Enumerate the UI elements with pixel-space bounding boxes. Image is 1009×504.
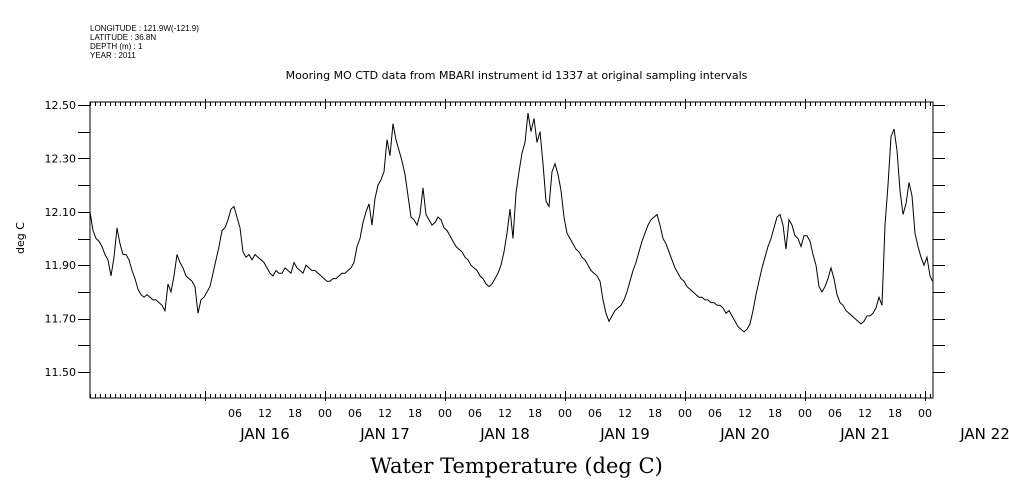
y-tick-label: 12.30: [45, 152, 77, 165]
x-tick-label: 12: [498, 407, 512, 420]
x-tick-label: 18: [288, 407, 302, 420]
series-line-water-temperature: [89, 112, 933, 333]
x-tick-label: 06: [468, 407, 482, 420]
y-tick-label: 11.70: [45, 313, 77, 326]
x-day-label: JAN 18: [479, 425, 530, 443]
x-day-label: JAN 16: [239, 425, 290, 443]
metadata-longitude: LONGITUDE : 121.9W(-121.9): [90, 24, 199, 33]
metadata-year: YEAR : 2011: [90, 51, 136, 60]
x-tick-label: 06: [228, 407, 242, 420]
x-tick-label: 18: [528, 407, 542, 420]
x-tick-label: 18: [768, 407, 782, 420]
x-day-label: JAN 20: [719, 425, 770, 443]
x-tick-label: 12: [258, 407, 272, 420]
y-tick-label: 12.10: [45, 206, 77, 219]
plot-frame: [89, 101, 934, 399]
y-tick-labels: 11.50 11.70 11.90 12.10 12.30 12.50: [45, 99, 77, 379]
metadata-depth: DEPTH (m) : 1: [90, 42, 143, 51]
x-axis-label: Water Temperature (deg C): [370, 454, 663, 478]
x-tick-label: 00: [318, 407, 332, 420]
x-tick-label: 12: [738, 407, 752, 420]
x-tick-label: 06: [708, 407, 722, 420]
x-tick-label: 12: [618, 407, 632, 420]
axis-ticks: [78, 99, 945, 401]
x-day-label: JAN 22: [959, 425, 1009, 443]
y-tick-label: 11.90: [45, 259, 77, 272]
x-tick-label: 00: [558, 407, 572, 420]
x-day-label: JAN 17: [359, 425, 410, 443]
x-tick-label: 06: [348, 407, 362, 420]
x-tick-label: 00: [798, 407, 812, 420]
x-tick-label: 06: [588, 407, 602, 420]
x-tick-label: 06: [828, 407, 842, 420]
x-tick-label: 00: [678, 407, 692, 420]
x-tick-label: 12: [378, 407, 392, 420]
y-tick-label: 12.50: [45, 99, 77, 112]
metadata-latitude: LATITUDE : 36.8N: [90, 33, 157, 42]
chart-title: Mooring MO CTD data from MBARI instrumen…: [285, 69, 748, 82]
x-tick-labels: 06 12 18 00 06 12 18 00 06 12 18 00 06 12 18 00 06 12 18 00…: [228, 407, 932, 420]
y-tick-label: 11.50: [45, 366, 77, 379]
x-day-labels: JAN 16 JAN 17 JAN 18 JAN 19 JAN 20 JAN 21 JAN …: [239, 425, 1009, 443]
x-tick-label: 00: [438, 407, 452, 420]
x-tick-label: 18: [408, 407, 422, 420]
x-day-label: JAN 19: [599, 425, 650, 443]
x-tick-label: 18: [888, 407, 902, 420]
x-tick-label: 00: [918, 407, 932, 420]
x-day-label: JAN 21: [839, 425, 890, 443]
x-tick-label: 18: [648, 407, 662, 420]
x-tick-label: 12: [858, 407, 872, 420]
